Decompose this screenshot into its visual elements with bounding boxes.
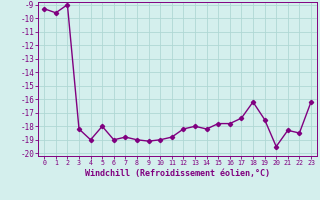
X-axis label: Windchill (Refroidissement éolien,°C): Windchill (Refroidissement éolien,°C) xyxy=(85,169,270,178)
